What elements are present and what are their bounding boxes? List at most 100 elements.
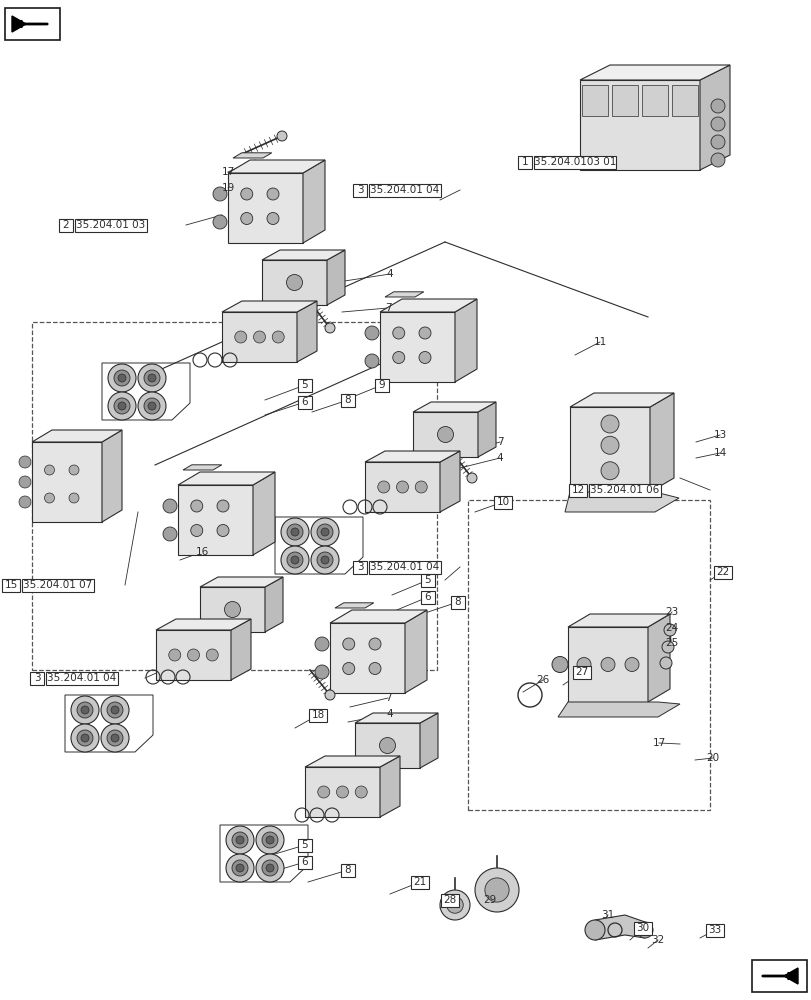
Circle shape xyxy=(324,323,335,333)
Text: 16: 16 xyxy=(195,547,208,557)
Polygon shape xyxy=(380,756,400,817)
Circle shape xyxy=(266,836,273,844)
Circle shape xyxy=(81,706,89,714)
Text: 4: 4 xyxy=(386,709,393,719)
Circle shape xyxy=(118,402,126,410)
Circle shape xyxy=(224,601,240,617)
Circle shape xyxy=(336,786,348,798)
Circle shape xyxy=(236,864,243,872)
Polygon shape xyxy=(262,260,327,305)
FancyBboxPatch shape xyxy=(375,378,388,391)
Text: 3: 3 xyxy=(33,673,41,683)
Circle shape xyxy=(290,556,298,564)
Polygon shape xyxy=(221,301,316,312)
Polygon shape xyxy=(579,80,699,170)
Bar xyxy=(611,85,637,116)
Polygon shape xyxy=(305,767,380,817)
Circle shape xyxy=(69,493,79,503)
Circle shape xyxy=(624,658,638,672)
Polygon shape xyxy=(454,299,476,382)
Circle shape xyxy=(311,546,338,574)
Circle shape xyxy=(286,552,303,568)
FancyBboxPatch shape xyxy=(588,484,660,496)
FancyBboxPatch shape xyxy=(633,922,651,934)
Circle shape xyxy=(101,724,129,752)
Circle shape xyxy=(577,658,590,672)
FancyBboxPatch shape xyxy=(573,666,590,678)
Circle shape xyxy=(414,481,427,493)
Circle shape xyxy=(368,662,380,674)
FancyBboxPatch shape xyxy=(440,894,458,906)
Circle shape xyxy=(77,730,93,746)
Polygon shape xyxy=(262,250,345,260)
FancyBboxPatch shape xyxy=(353,560,367,574)
Text: 8: 8 xyxy=(454,597,461,607)
Circle shape xyxy=(19,456,31,468)
Circle shape xyxy=(377,481,389,493)
Polygon shape xyxy=(233,153,272,158)
FancyBboxPatch shape xyxy=(705,924,723,936)
Polygon shape xyxy=(380,312,454,382)
Circle shape xyxy=(45,493,54,503)
Polygon shape xyxy=(305,756,400,767)
Circle shape xyxy=(710,153,724,167)
Polygon shape xyxy=(649,393,673,492)
Bar xyxy=(642,85,667,116)
Text: 3: 3 xyxy=(356,562,363,572)
FancyBboxPatch shape xyxy=(368,560,440,574)
FancyBboxPatch shape xyxy=(713,566,731,578)
Circle shape xyxy=(437,426,453,442)
Circle shape xyxy=(659,657,672,669)
Text: 28: 28 xyxy=(443,895,456,905)
Polygon shape xyxy=(221,312,297,362)
Circle shape xyxy=(236,836,243,844)
Polygon shape xyxy=(557,702,679,717)
Circle shape xyxy=(206,649,218,661)
Circle shape xyxy=(144,398,160,414)
Polygon shape xyxy=(156,619,251,630)
FancyBboxPatch shape xyxy=(751,960,806,992)
Circle shape xyxy=(255,826,284,854)
Polygon shape xyxy=(12,16,26,32)
Circle shape xyxy=(286,524,303,540)
Circle shape xyxy=(71,696,99,724)
Text: 5: 5 xyxy=(424,575,431,585)
Polygon shape xyxy=(102,430,122,522)
Polygon shape xyxy=(568,627,647,702)
Circle shape xyxy=(191,500,203,512)
Circle shape xyxy=(144,370,160,386)
Circle shape xyxy=(315,665,328,679)
Text: 35.204.0103 01: 35.204.0103 01 xyxy=(534,157,616,167)
Polygon shape xyxy=(569,407,649,492)
Polygon shape xyxy=(365,451,460,462)
Polygon shape xyxy=(405,610,427,693)
Circle shape xyxy=(169,649,181,661)
Circle shape xyxy=(277,131,286,141)
Circle shape xyxy=(272,331,284,343)
Text: 27: 27 xyxy=(575,667,588,677)
Text: 35.204.01 03: 35.204.01 03 xyxy=(76,220,145,230)
Text: 7: 7 xyxy=(384,693,391,703)
Polygon shape xyxy=(783,968,797,984)
Text: 29: 29 xyxy=(483,895,496,905)
Text: 31: 31 xyxy=(601,910,614,920)
FancyBboxPatch shape xyxy=(298,395,311,408)
Circle shape xyxy=(225,826,254,854)
Circle shape xyxy=(636,922,652,938)
Text: 35.204.01 06: 35.204.01 06 xyxy=(590,485,659,495)
Circle shape xyxy=(600,415,618,433)
Polygon shape xyxy=(699,65,729,170)
Circle shape xyxy=(484,878,508,902)
Polygon shape xyxy=(327,250,345,305)
Circle shape xyxy=(710,135,724,149)
Text: 10: 10 xyxy=(496,497,509,507)
Circle shape xyxy=(253,331,265,343)
Polygon shape xyxy=(32,442,102,522)
Text: 3: 3 xyxy=(356,185,363,195)
Polygon shape xyxy=(228,160,324,173)
Polygon shape xyxy=(413,402,496,412)
Text: 23: 23 xyxy=(664,607,678,617)
Circle shape xyxy=(281,518,309,546)
Circle shape xyxy=(111,734,119,742)
Text: 19: 19 xyxy=(221,183,234,193)
